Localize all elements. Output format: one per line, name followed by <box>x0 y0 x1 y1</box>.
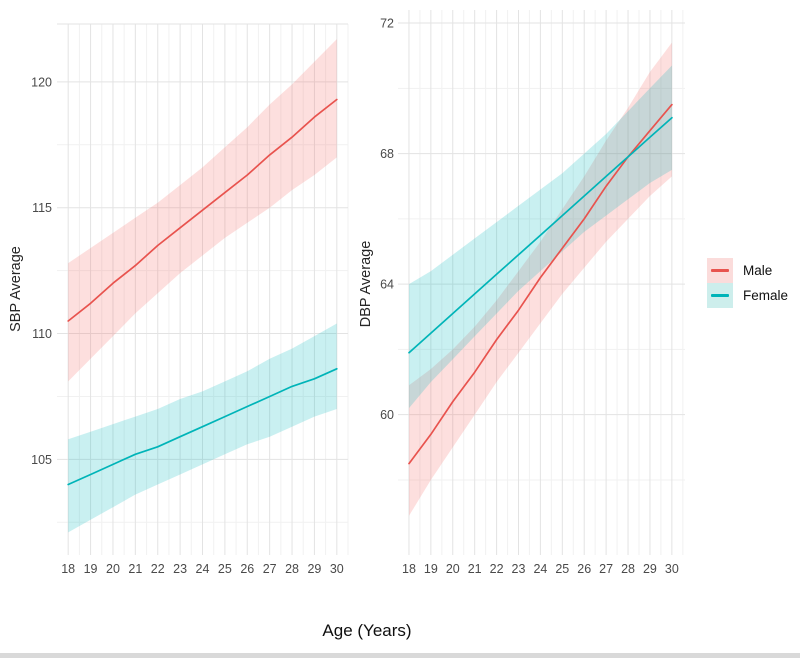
x-tick-label: 29 <box>307 562 321 576</box>
y-tick-label: 105 <box>31 453 52 467</box>
dbp-axis-title: DBP Average <box>358 240 374 328</box>
x-tick-label: 28 <box>621 562 635 576</box>
x-tick-label: 25 <box>218 562 232 576</box>
x-axis-title: Age (Years) <box>322 621 412 640</box>
legend-item-male: Male <box>707 258 788 283</box>
male-legend-line-icon <box>711 269 729 272</box>
x-tick-label: 27 <box>263 562 277 576</box>
x-tick-label: 30 <box>330 562 344 576</box>
y-tick-label: 120 <box>31 75 52 89</box>
y-tick-label: 110 <box>32 327 52 341</box>
sbp-axis-title: SBP Average <box>8 246 24 332</box>
legend: Male Female <box>707 258 788 308</box>
male-trend-line <box>67 98 338 322</box>
legend-item-female: Female <box>707 283 788 308</box>
x-tick-label: 19 <box>84 562 98 576</box>
x-tick-label: 18 <box>402 562 416 576</box>
male-legend-label: Male <box>743 263 773 278</box>
x-tick-label: 25 <box>555 562 569 576</box>
female-trend-line <box>67 367 338 486</box>
x-tick-label: 21 <box>128 562 142 576</box>
x-tick-label: 24 <box>533 562 547 576</box>
x-tick-label: 23 <box>173 562 187 576</box>
x-tick-label: 20 <box>446 562 460 576</box>
female-legend-label: Female <box>743 288 789 303</box>
x-tick-label: 22 <box>151 562 165 576</box>
female-trend-line <box>408 116 673 354</box>
panel-sbp-average: 105 110 115 120 18 19 20 21 22 23 24 25 26 27 28 29 30 <box>31 23 349 576</box>
x-tick-label: 26 <box>240 562 254 576</box>
x-tick-label: 20 <box>106 562 120 576</box>
male-legend-swatch <box>707 258 733 283</box>
x-tick-label: 21 <box>468 562 482 576</box>
female-confidence-ribbon <box>68 323 337 533</box>
y-tick-label: 115 <box>32 201 52 215</box>
x-tick-label: 22 <box>490 562 504 576</box>
x-tick-label: 19 <box>424 562 438 576</box>
female-confidence-ribbon <box>409 65 672 409</box>
window-bottom-edge <box>0 653 800 658</box>
y-tick-label: 72 <box>380 17 394 31</box>
y-tick-label: 68 <box>380 147 394 161</box>
x-tick-label: 27 <box>599 562 613 576</box>
y-tick-label: 60 <box>380 408 394 422</box>
male-confidence-ribbon <box>409 42 672 516</box>
x-tick-label: 26 <box>577 562 591 576</box>
x-tick-label: 30 <box>665 562 679 576</box>
x-tick-label: 24 <box>196 562 210 576</box>
x-tick-label: 23 <box>512 562 526 576</box>
female-legend-line-icon <box>711 294 729 297</box>
panel-dbp-average: 60 64 68 72 18 19 20 21 22 23 24 25 26 27 28 29 30 <box>380 10 685 576</box>
x-tick-label: 29 <box>643 562 657 576</box>
female-legend-swatch <box>707 283 733 308</box>
x-tick-label: 18 <box>61 562 75 576</box>
x-tick-label: 28 <box>285 562 299 576</box>
y-tick-label: 64 <box>380 278 394 292</box>
